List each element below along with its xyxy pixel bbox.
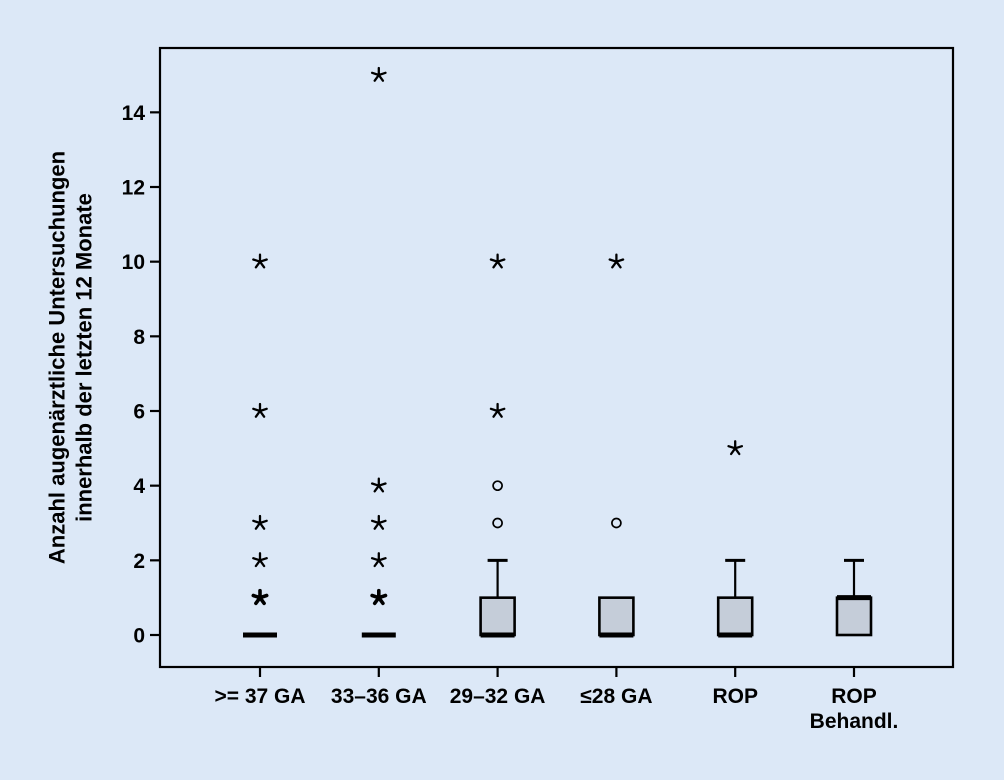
y-tick-label: 10 <box>122 251 145 274</box>
boxplot-group <box>835 558 873 637</box>
y-tick-label: 8 <box>133 326 145 349</box>
iqr-box <box>479 596 516 637</box>
extreme-star-icon <box>489 253 506 269</box>
y-tick-label: 12 <box>122 177 145 200</box>
extreme-star-icon <box>252 402 268 418</box>
y-axis-title: Anzahl augenärztliche Untersuchungen <box>45 151 70 564</box>
x-category-label: Behandl. <box>810 710 899 733</box>
boxplot-group <box>716 440 754 638</box>
extreme-star-icon <box>608 253 625 269</box>
extreme-star-icon <box>252 253 268 269</box>
y-axis-title: innerhalb der letzten 12 Monate <box>72 193 97 522</box>
x-category-label: ≤28 GA <box>580 685 652 708</box>
extreme-star-icon <box>370 66 387 82</box>
boxplot-group <box>479 253 516 638</box>
plot-area <box>158 46 955 669</box>
x-category-label: >= 37 GA <box>214 685 305 708</box>
iqr-box <box>598 596 635 637</box>
y-tick-label: 0 <box>133 625 145 648</box>
y-tick-label: 14 <box>122 102 146 125</box>
x-category-label: ROP <box>831 685 877 708</box>
outlier-circle-icon <box>611 517 622 529</box>
boxplot-group <box>361 66 396 638</box>
y-tick-label: 6 <box>133 401 145 424</box>
x-category-label: ROP <box>712 685 758 708</box>
extreme-star-icon <box>252 514 268 530</box>
outlier-circle-icon <box>492 480 503 492</box>
extreme-star-icon <box>370 514 387 530</box>
extreme-star-icon <box>370 552 387 568</box>
boxplot-group <box>598 253 635 638</box>
extreme-star-bold-icon <box>370 588 388 606</box>
x-category-label: 33–36 GA <box>331 685 427 708</box>
extreme-star-icon <box>370 477 387 493</box>
x-category-label: 29–32 GA <box>450 685 546 708</box>
boxplot-group <box>243 253 277 638</box>
extreme-star-icon <box>252 552 268 568</box>
extreme-star-icon <box>727 440 744 456</box>
y-tick-label: 4 <box>133 475 145 498</box>
outlier-circle-icon <box>492 517 503 529</box>
extreme-star-icon <box>489 402 506 418</box>
iqr-box <box>716 596 754 637</box>
iqr-box <box>835 596 873 637</box>
y-tick-label: 2 <box>133 550 145 573</box>
extreme-star-bold-icon <box>251 588 269 606</box>
